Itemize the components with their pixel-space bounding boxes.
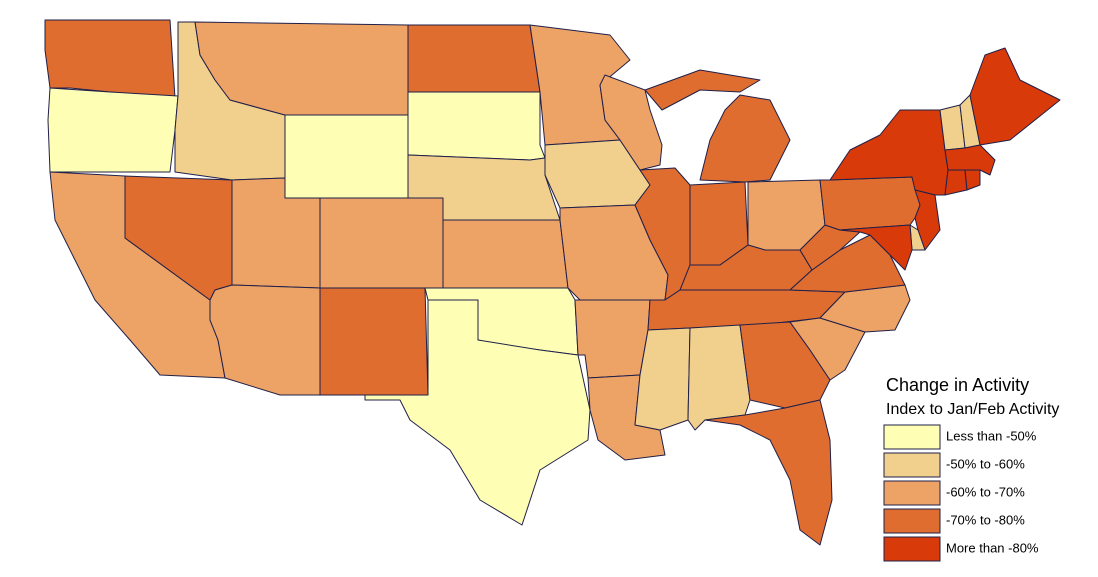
states [44,19,1061,546]
state [284,114,409,199]
state [47,87,179,173]
state [644,69,791,183]
state [319,287,429,396]
state [407,91,546,161]
state [44,19,176,99]
state [574,299,651,379]
legend-swatch [883,452,941,478]
legend-swatch [883,536,941,562]
state [839,224,913,271]
state [364,299,591,526]
state [687,324,751,431]
state [944,169,968,196]
state [442,219,569,289]
legend-label: Less than -50% [946,428,1037,443]
state [209,284,321,396]
legend-swatch [883,480,941,506]
state [319,197,444,289]
state [704,399,833,546]
legend-label: -60% to -70% [946,484,1025,499]
state [969,47,1061,146]
state [599,74,663,171]
state [819,176,921,231]
legend-subtitle: Index to Jan/Feb Activity [886,401,1059,418]
legend-label: -70% to -80% [946,512,1025,527]
legend-swatch [883,508,941,534]
legend-label: -50% to -60% [946,456,1025,471]
state [964,169,981,191]
legend: Change in Activity Index to Jan/Feb Acti… [883,375,1059,562]
legend-label: More than -80% [946,540,1039,555]
state [407,24,541,93]
legend-swatch [883,424,941,450]
legend-title: Change in Activity [886,375,1029,395]
